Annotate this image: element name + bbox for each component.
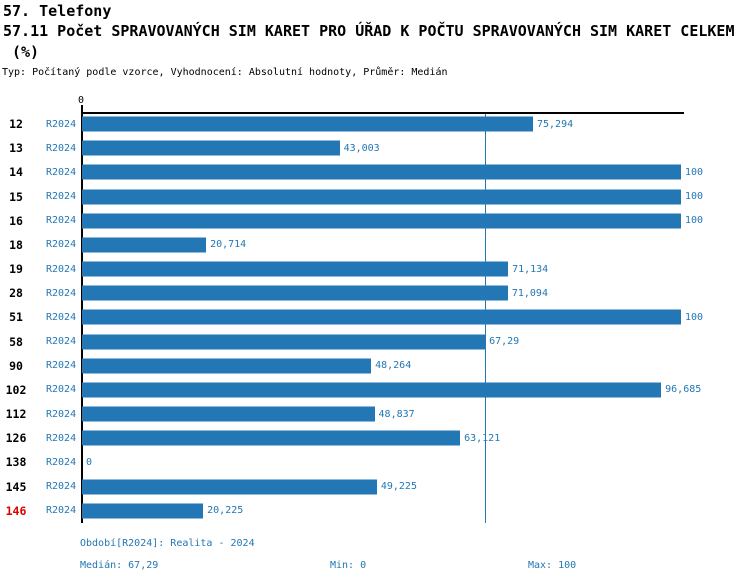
bar — [82, 406, 375, 422]
chart-subtitle: Typ: Počítaný podle vzorce, Vyhodnocení:… — [2, 67, 448, 78]
chart-row: 102 R2024 96,685 — [0, 378, 750, 402]
row-period-label: R2024 — [46, 311, 77, 323]
row-category-label: 12 — [9, 117, 23, 132]
bar-chart: 0 12 R2024 75,294 13 R2024 43,003 14 R20… — [0, 95, 750, 523]
row-period-label: R2024 — [46, 118, 77, 130]
row-period-label: R2024 — [46, 166, 77, 178]
bar — [82, 189, 681, 205]
bar-value-label: 48,837 — [378, 408, 415, 420]
row-period-label: R2024 — [46, 432, 77, 444]
bar-value-label: 71,094 — [511, 287, 548, 299]
bar-value-label: 67,29 — [489, 336, 520, 348]
row-period-label: R2024 — [46, 456, 77, 468]
row-category-label: 90 — [9, 358, 23, 373]
row-category-label: 102 — [5, 382, 27, 397]
chart-row: 12 R2024 75,294 — [0, 112, 750, 136]
chart-row: 16 R2024 100 — [0, 209, 750, 233]
bar-value-label: 100 — [685, 191, 704, 203]
row-category-label: 112 — [5, 407, 27, 422]
chart-row: 51 R2024 100 — [0, 305, 750, 329]
row-category-label: 18 — [9, 237, 23, 252]
chart-row: 14 R2024 100 — [0, 160, 750, 184]
row-period-label: R2024 — [46, 505, 77, 517]
row-category-label: 51 — [9, 310, 23, 325]
x-axis-line — [81, 112, 684, 114]
bar — [82, 285, 508, 301]
bar-value-label: 63,121 — [464, 432, 501, 444]
row-period-label: R2024 — [46, 336, 77, 348]
footer-period-label: Období[R2024]: Realita - 2024 — [80, 538, 255, 549]
row-period-label: R2024 — [46, 239, 77, 251]
chart-row: 90 R2024 48,264 — [0, 354, 750, 378]
bar — [82, 382, 662, 398]
row-category-label: 19 — [9, 262, 23, 277]
bar — [82, 237, 207, 253]
plot-rows: 12 R2024 75,294 13 R2024 43,003 14 R2024… — [0, 112, 750, 523]
bar — [82, 358, 372, 374]
bar-value-label: 20,714 — [210, 239, 247, 251]
bar — [82, 164, 681, 180]
chart-row: 145 R2024 49,225 — [0, 475, 750, 499]
chart-row: 18 R2024 20,714 — [0, 233, 750, 257]
row-period-label: R2024 — [46, 215, 77, 227]
bar — [82, 479, 377, 495]
chart-row: 112 R2024 48,837 — [0, 402, 750, 426]
bar — [82, 213, 681, 229]
bar-value-label: 71,134 — [512, 263, 549, 275]
footer-median-label: Medián: 67,29 — [80, 560, 159, 571]
row-period-label: R2024 — [46, 191, 77, 203]
row-category-label: 58 — [9, 334, 23, 349]
row-period-label: R2024 — [46, 287, 77, 299]
bar — [82, 430, 461, 446]
chart-row: 28 R2024 71,094 — [0, 281, 750, 305]
row-category-label: 16 — [9, 213, 23, 228]
chart-row: 138 R2024 0 — [0, 450, 750, 474]
x-axis-zero-tick-label: 0 — [78, 95, 85, 106]
bar-value-label: 20,225 — [207, 505, 244, 517]
footer-min-label: Min: 0 — [330, 560, 367, 571]
chart-row: 13 R2024 43,003 — [0, 136, 750, 160]
bar — [82, 503, 204, 519]
row-period-label: R2024 — [46, 481, 77, 493]
bar-value-label: 100 — [685, 311, 704, 323]
footer-max-label: Max: 100 — [528, 560, 577, 571]
row-category-label: 15 — [9, 189, 23, 204]
section-title: 57. Telefony — [3, 2, 112, 20]
row-category-label: 126 — [5, 431, 27, 446]
row-period-label: R2024 — [46, 263, 77, 275]
row-period-label: R2024 — [46, 384, 77, 396]
bar — [82, 309, 681, 325]
median-line — [485, 114, 486, 523]
row-period-label: R2024 — [46, 360, 77, 372]
bar-value-label: 49,225 — [380, 481, 417, 493]
bar-value-label: 43,003 — [343, 142, 380, 154]
chart-row: 15 R2024 100 — [0, 185, 750, 209]
chart-title-unit: (%) — [12, 43, 40, 61]
bar-value-label: 48,264 — [375, 360, 412, 372]
bar — [82, 116, 533, 132]
row-period-label: R2024 — [46, 142, 77, 154]
row-period-label: R2024 — [46, 408, 77, 420]
row-category-label: 145 — [5, 479, 27, 494]
chart-row: 19 R2024 71,134 — [0, 257, 750, 281]
bar-value-label: 96,685 — [665, 384, 702, 396]
row-category-label: 28 — [9, 286, 23, 301]
bar — [82, 140, 340, 156]
row-category-label: 13 — [9, 141, 23, 156]
chart-title: 57.11 Počet SPRAVOVANÝCH SIM KARET PRO Ú… — [3, 22, 735, 40]
row-category-label: 138 — [5, 455, 27, 470]
row-category-label: 14 — [9, 165, 23, 180]
bar-value-label: 0 — [86, 456, 93, 468]
bar-value-label: 100 — [685, 166, 704, 178]
bar-value-label: 75,294 — [537, 118, 574, 130]
row-category-label: 146 — [5, 503, 27, 518]
chart-row: 126 R2024 63,121 — [0, 426, 750, 450]
chart-row: 58 R2024 67,29 — [0, 330, 750, 354]
bar — [82, 334, 486, 350]
bar-value-label: 100 — [685, 215, 704, 227]
chart-row: 146 R2024 20,225 — [0, 499, 750, 523]
bar — [82, 261, 509, 277]
